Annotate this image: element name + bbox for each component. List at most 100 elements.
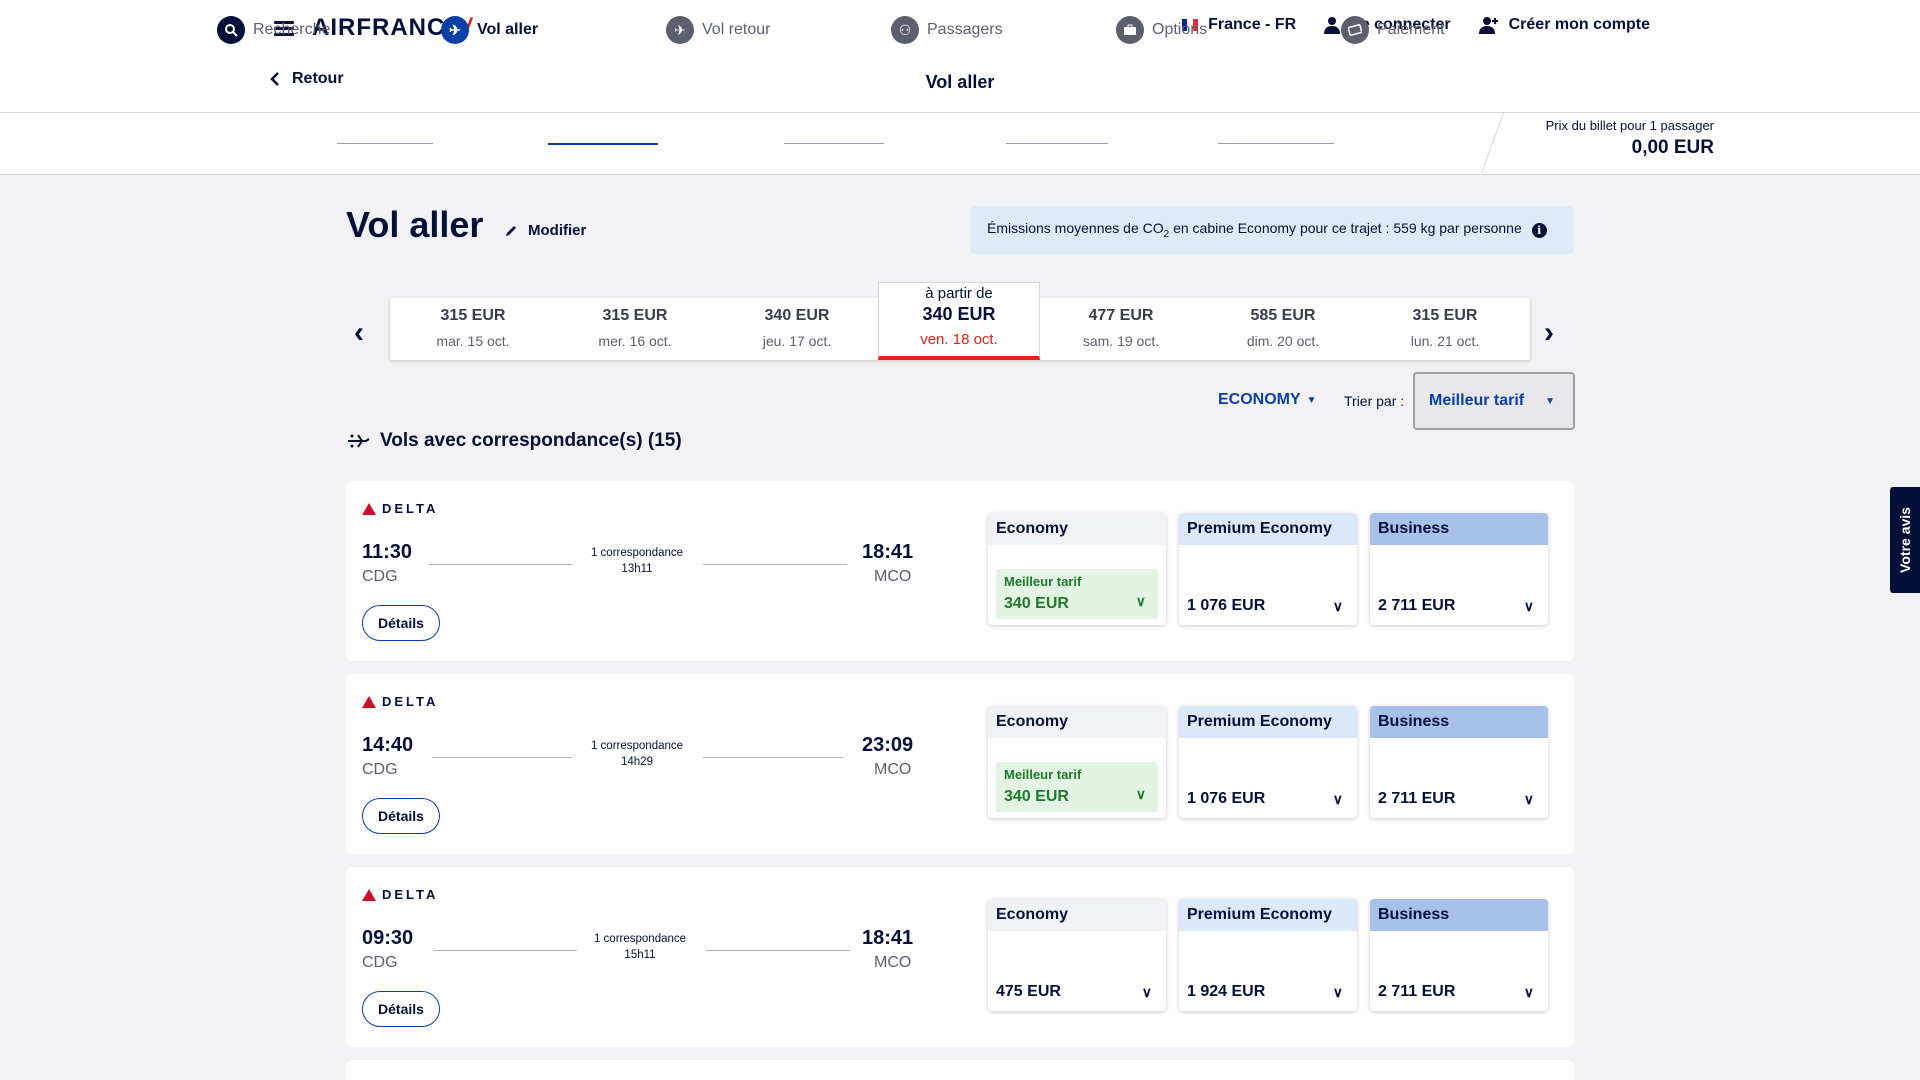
co2-emissions-banner: Émissions moyennes de CO2 en cabine Econ…	[971, 206, 1573, 254]
chevron-down-icon: ∨	[1332, 984, 1343, 1000]
departure-time: 11:30	[362, 541, 413, 563]
arrival-airport: MCO	[874, 954, 912, 971]
arrival-airport: MCO	[874, 568, 912, 585]
delta-logo-icon	[362, 502, 376, 515]
date-option[interactable]: 477 EUR sam. 19 oct.	[1082, 307, 1160, 349]
departure-airport: CDG	[362, 954, 398, 971]
chevron-left-icon	[270, 72, 279, 86]
connection-info: 1 correspondance 15h11	[593, 933, 687, 961]
airfrance-logo[interactable]: AIRFRANCE/	[312, 14, 472, 42]
sort-label: Trier par :	[1344, 393, 1405, 409]
login-link[interactable]: Se connecter	[1324, 16, 1451, 34]
step-options[interactable]: Options	[1116, 16, 1207, 44]
details-button[interactable]: Détails	[362, 991, 440, 1027]
date-carousel: 315 EUR mar. 15 oct. 315 EUR mer. 16 oct…	[390, 282, 1530, 360]
price-summary: Prix du billet pour 1 passager 0,00 EUR	[1546, 118, 1714, 159]
step-connector	[337, 143, 433, 144]
step-connector	[1006, 143, 1108, 144]
fare-premium-economy[interactable]: Premium Economy 1 924 EUR ∨	[1179, 899, 1357, 1011]
best-fare-badge: Meilleur tarif 340 EUR ∨	[996, 762, 1158, 812]
chevron-right-icon[interactable]: ›	[1544, 316, 1554, 349]
step-payment[interactable]: Paiement	[1341, 16, 1445, 44]
price-summary-label: Prix du billet pour 1 passager	[1545, 118, 1714, 133]
step-search[interactable]: Recherche	[217, 16, 330, 44]
best-fare-badge: Meilleur tarif 340 EUR ∨	[996, 569, 1158, 619]
top-right-nav: France - FR Se connecter Créer mon compt…	[1182, 16, 1650, 34]
date-option[interactable]: 340 EUR jeu. 17 oct.	[762, 307, 832, 349]
menu-icon[interactable]	[274, 18, 294, 38]
fare-economy[interactable]: Economy Meilleur tarif 340 EUR ∨	[988, 706, 1166, 818]
progress-steps	[0, 113, 1920, 175]
step-return[interactable]: ✈ Vol retour	[666, 16, 770, 44]
delta-logo-icon	[362, 695, 376, 708]
airline-logo: DELTA	[362, 501, 438, 516]
departure-airport: CDG	[362, 568, 398, 585]
step-connector-active	[548, 143, 658, 145]
flight-card	[346, 1060, 1574, 1080]
create-account-link[interactable]: Créer mon compte	[1478, 16, 1650, 34]
route-line	[703, 564, 847, 565]
route-line	[433, 950, 577, 951]
briefcase-icon	[1116, 16, 1144, 44]
date-option[interactable]: 315 EUR mar. 15 oct.	[436, 307, 510, 349]
plane-arrival-icon: ✈	[666, 16, 694, 44]
date-option[interactable]: 585 EUR dim. 20 oct.	[1246, 307, 1320, 349]
date-option[interactable]: 315 EUR mer. 16 oct.	[598, 307, 672, 349]
page-heading: Vol aller	[925, 72, 995, 92]
fare-economy[interactable]: Economy 475 EUR ∨	[988, 899, 1166, 1011]
fare-economy[interactable]: Economy Meilleur tarif 340 EUR ∨	[988, 513, 1166, 625]
chevron-down-icon: ∨	[1332, 598, 1343, 614]
chevron-down-icon: ∨	[1523, 791, 1534, 807]
departure-time: 14:40	[362, 734, 414, 756]
arrival-time: 18:41	[862, 541, 914, 563]
flight-card: DELTA 09:30 CDG 1 correspondance 15h11 1…	[346, 867, 1574, 1047]
step-connector	[784, 143, 884, 144]
chevron-down-icon: ∨	[1332, 791, 1343, 807]
modify-button[interactable]: Modifier	[504, 222, 586, 239]
connecting-flight-icon	[348, 434, 370, 448]
france-flag-icon	[1182, 19, 1199, 31]
departure-time: 09:30	[362, 927, 414, 949]
delta-logo-icon	[362, 888, 376, 901]
date-option-selected[interactable]: à partir de 340 EUR ven. 18 oct.	[878, 282, 1040, 360]
feedback-tab[interactable]: Votre avis	[1890, 487, 1920, 593]
info-icon[interactable]: i	[1531, 222, 1547, 238]
route-line	[429, 564, 573, 565]
fare-premium-economy[interactable]: Premium Economy 1 076 EUR ∨	[1179, 706, 1357, 818]
route-line	[706, 950, 850, 951]
back-link[interactable]: Retour	[270, 70, 344, 88]
top-bar: AIRFRANCE/ France - FR Se connecter Crée…	[0, 0, 1920, 113]
section-title: Vols avec correspondance(s) (15)	[346, 430, 682, 452]
details-button[interactable]: Détails	[362, 605, 440, 641]
flight-card: DELTA 11:30 CDG 1 correspondance 13h11 1…	[346, 481, 1574, 661]
airline-logo: DELTA	[362, 887, 438, 902]
arrival-time: 18:41	[862, 927, 914, 949]
user-add-icon	[1478, 17, 1498, 34]
fare-business[interactable]: Business 2 711 EUR ∨	[1370, 706, 1548, 818]
plane-departure-icon: ✈	[441, 16, 469, 44]
fare-business[interactable]: Business 2 711 EUR ∨	[1370, 899, 1548, 1011]
fare-premium-economy[interactable]: Premium Economy 1 076 EUR ∨	[1179, 513, 1357, 625]
step-outbound[interactable]: ✈ Vol aller	[441, 16, 538, 44]
details-button[interactable]: Détails	[362, 798, 440, 834]
sort-select[interactable]: Meilleur tarif ▼	[1413, 372, 1575, 430]
chevron-down-icon: ∨	[1135, 786, 1146, 802]
cabin-selector[interactable]: ECONOMY ▼	[1218, 391, 1317, 408]
fare-business[interactable]: Business 2 711 EUR ∨	[1370, 513, 1548, 625]
arrival-time: 23:09	[862, 734, 914, 756]
arrival-airport: MCO	[874, 761, 912, 778]
chevron-left-icon[interactable]: ‹	[354, 316, 364, 349]
chevron-down-icon: ∨	[1523, 984, 1534, 1000]
route-line	[432, 757, 572, 758]
flight-card: DELTA 14:40 CDG 1 correspondance 14h29 2…	[346, 674, 1574, 854]
chevron-down-icon: ∨	[1141, 984, 1152, 1000]
main-title: Vol aller	[346, 204, 484, 245]
ticket-icon	[1341, 16, 1369, 44]
date-option[interactable]: 315 EUR lun. 21 oct.	[1410, 307, 1480, 349]
co2-text: Émissions moyennes de CO2 en cabine Econ…	[987, 220, 1522, 240]
pencil-icon	[506, 225, 516, 236]
airline-logo: DELTA	[362, 694, 438, 709]
step-passengers[interactable]: ⚇ Passagers	[891, 16, 1003, 44]
caret-down-icon: ▼	[1306, 394, 1317, 406]
locale-selector[interactable]: France - FR	[1182, 16, 1296, 34]
